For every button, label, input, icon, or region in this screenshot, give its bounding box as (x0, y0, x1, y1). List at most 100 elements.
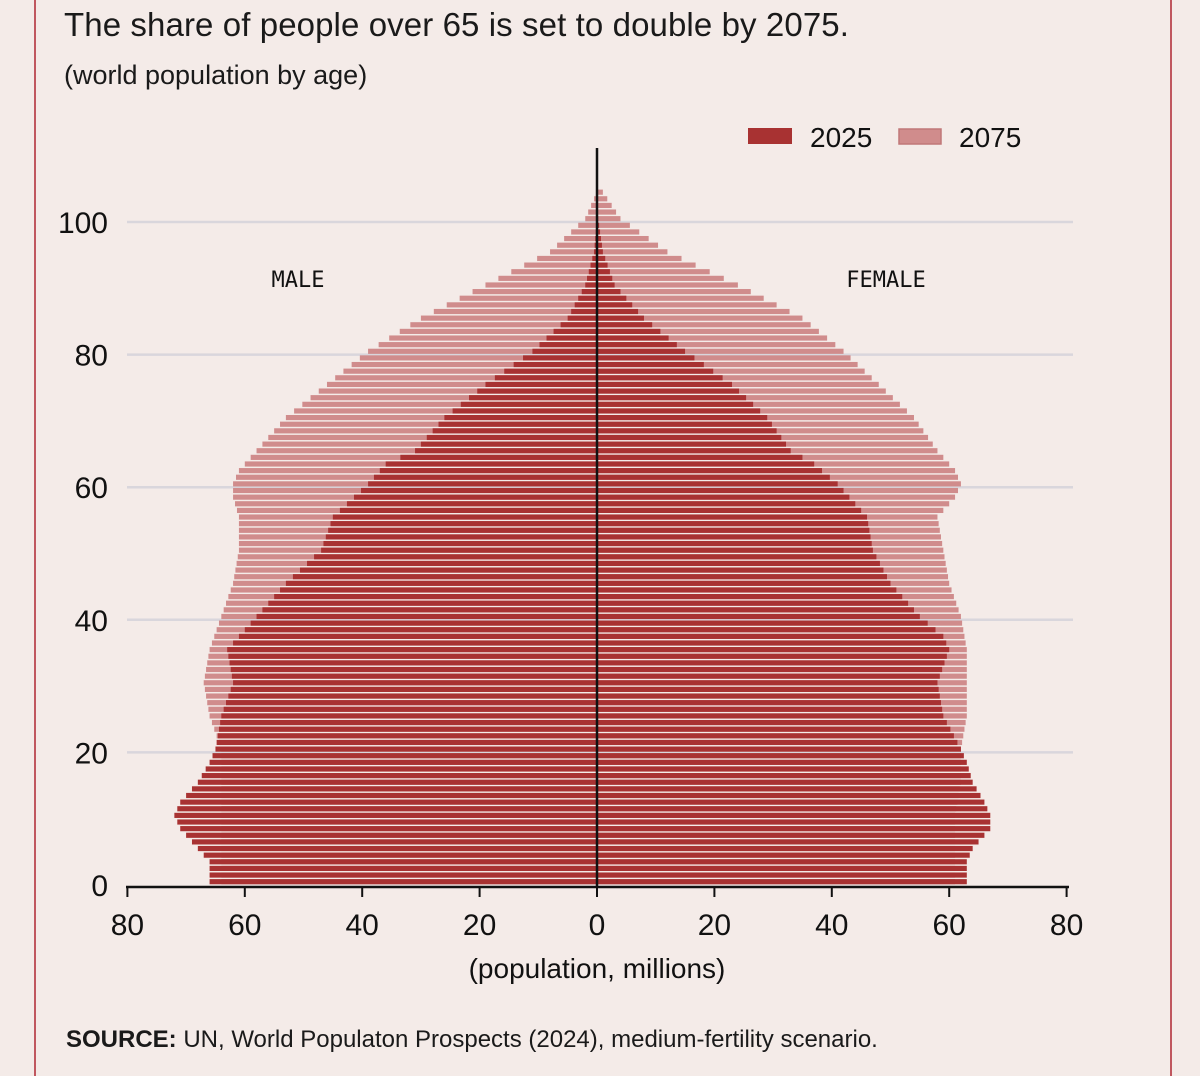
bar-2075-male-76 (335, 375, 597, 381)
bar-2025-male-12 (180, 799, 598, 805)
bar-2075-female-98 (597, 229, 640, 235)
bar-2025-male-53 (328, 527, 597, 533)
bar-2025-male-57 (346, 501, 597, 507)
bar-2025-male-76 (494, 375, 597, 381)
bar-2025-male-56 (339, 507, 597, 513)
bar-2025-male-73 (469, 395, 597, 401)
bar-2025-female-29 (597, 686, 939, 693)
bar-2025-male-79 (523, 355, 597, 361)
bar-2025-male-91 (587, 275, 597, 281)
bar-2025-female-74 (597, 388, 740, 394)
bar-2025-male-34 (228, 653, 597, 659)
bar-2025-female-24 (597, 719, 947, 726)
bar-2025-male-43 (274, 594, 597, 600)
legend-label-2025: 2025 (810, 122, 872, 153)
bar-2075-female-74 (597, 388, 886, 394)
bar-2075-female-87 (597, 302, 777, 308)
bar-2025-female-55 (597, 514, 868, 520)
bar-2025-male-74 (477, 388, 597, 394)
bar-2025-female-37 (597, 633, 944, 639)
bar-2025-female-8 (597, 826, 991, 832)
bar-2025-female-89 (597, 289, 621, 295)
chart-subtitle: (world population by age) (64, 60, 368, 90)
bar-2025-male-42 (268, 600, 597, 606)
bar-2025-male-40 (256, 613, 597, 620)
bar-2075-male-78 (351, 361, 597, 368)
bar-2075-male-102 (591, 202, 597, 209)
bar-2075-male-99 (578, 222, 597, 228)
y-tick-label-20: 20 (75, 737, 108, 770)
bar-2025-female-91 (597, 275, 613, 281)
x-tick-label-6: 40 (815, 909, 848, 942)
y-tick-label-80: 80 (75, 340, 108, 373)
y-tick-label-40: 40 (75, 605, 108, 638)
bar-2025-male-8 (180, 826, 598, 832)
bar-2025-female-77 (597, 368, 714, 374)
bar-2025-male-87 (574, 302, 597, 308)
bar-2025-male-20 (215, 746, 597, 752)
bar-2025-male-30 (233, 680, 597, 686)
bar-2025-female-67 (597, 434, 782, 441)
bar-2075-female-85 (597, 315, 803, 321)
bar-2025-female-35 (597, 647, 950, 653)
bar-2025-male-6 (191, 839, 597, 845)
bar-2025-male-23 (218, 726, 598, 732)
bar-2025-male-89 (581, 289, 597, 295)
bar-2025-male-59 (361, 487, 597, 494)
bar-2025-male-61 (373, 474, 597, 480)
bar-2025-male-84 (560, 322, 597, 328)
bar-2075-male-73 (310, 395, 597, 401)
bar-2025-female-86 (597, 308, 639, 315)
bar-2075-male-84 (410, 322, 597, 328)
bar-2075-male-98 (571, 229, 597, 235)
bar-2025-male-71 (452, 408, 597, 414)
bar-2075-female-86 (597, 308, 790, 315)
bar-2025-male-82 (546, 335, 597, 341)
x-axis-label: (population, millions) (469, 953, 726, 984)
bar-2075-male-90 (485, 282, 597, 288)
bar-2025-male-18 (209, 759, 597, 765)
bar-2075-female-92 (597, 269, 710, 275)
bar-2025-female-60 (597, 481, 838, 487)
bar-2075-female-83 (597, 328, 819, 334)
bar-2025-female-98 (597, 229, 601, 235)
bar-2025-female-2 (597, 865, 967, 872)
bar-2075-female-78 (597, 361, 858, 368)
bar-2025-male-65 (415, 448, 597, 454)
bar-2025-female-50 (597, 547, 873, 553)
bar-2025-female-68 (597, 428, 777, 434)
gridlines (127, 220, 1073, 754)
bar-2025-female-49 (597, 554, 877, 560)
bar-2025-male-70 (444, 414, 597, 421)
bar-2075-female-99 (597, 222, 630, 228)
bar-2075-male-70 (285, 414, 597, 421)
bar-2025-male-17 (205, 766, 597, 772)
bar-2025-female-15 (597, 779, 973, 785)
bar-2025-female-92 (597, 269, 610, 275)
bar-2025-male-35 (227, 647, 597, 653)
bar-2025-female-30 (597, 680, 938, 686)
bar-2025-female-22 (597, 733, 954, 739)
bar-2025-male-95 (594, 249, 597, 255)
bar-2025-male-77 (504, 368, 597, 374)
bar-2075-female-94 (597, 255, 682, 262)
bar-2025-male-31 (231, 673, 598, 679)
bar-2025-male-92 (588, 269, 597, 275)
source-text: UN, World Populaton Prospects (2024), me… (176, 1026, 878, 1053)
bar-2025-male-80 (532, 348, 597, 354)
source-label: SOURCE: (66, 1026, 177, 1053)
bar-2025-male-55 (332, 514, 597, 520)
bar-2075-male-85 (420, 315, 597, 321)
bar-2025-male-86 (571, 308, 597, 315)
bar-2025-female-70 (597, 414, 768, 421)
bar-2075-male-71 (294, 408, 597, 414)
bar-2025-female-40 (597, 613, 920, 620)
bar-2025-female-14 (597, 786, 977, 792)
bar-2025-female-87 (597, 302, 633, 308)
bar-2075-male-80 (368, 348, 597, 354)
bar-2025-female-61 (597, 474, 830, 480)
side-label-female: FEMALE (846, 268, 925, 293)
bar-2075-male-100 (585, 216, 597, 222)
bar-2025-female-76 (597, 375, 723, 381)
